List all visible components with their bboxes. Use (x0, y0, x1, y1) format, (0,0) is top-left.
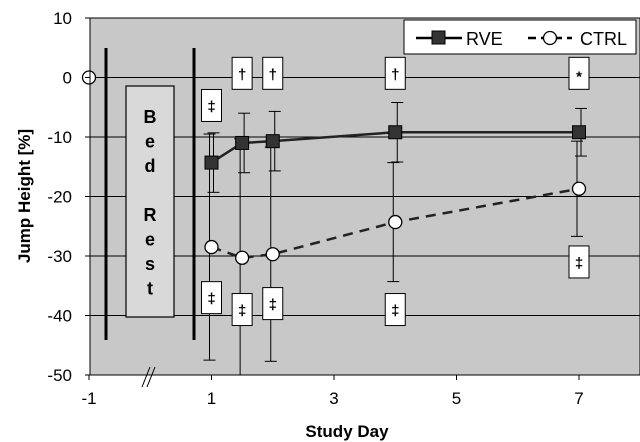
annotation-symbol: ‡ (207, 98, 215, 115)
annotation-symbol: ‡ (238, 303, 246, 320)
y-tick-label: 10 (53, 9, 72, 28)
bed-rest-letter: e (145, 230, 155, 250)
series-line-ctrl (211, 187, 580, 260)
annotation-symbol: † (391, 66, 399, 83)
marker-rve (572, 125, 586, 140)
annotation-symbol: ‡ (207, 291, 215, 308)
annotation-box (568, 245, 590, 279)
x-tick-label: 5 (452, 389, 461, 408)
y-tick-label: -10 (47, 128, 72, 147)
legend-label-ctrl: CTRL (580, 29, 627, 49)
annotation-box (568, 56, 590, 90)
marker-ctrl (265, 247, 280, 262)
annotation-box (201, 281, 222, 315)
marker-ctrl (388, 214, 403, 230)
legend-marker-rve (431, 30, 446, 45)
marker-ctrl (204, 239, 219, 255)
x-tick-label: -1 (81, 389, 96, 408)
legend-marker-ctrl (542, 30, 558, 46)
annotation-box (262, 56, 284, 90)
y-axis-title: Jump Height [%] (15, 129, 34, 263)
annotation-box (262, 287, 284, 321)
annotation-box (231, 293, 253, 327)
y-tick-label: 0 (63, 69, 72, 88)
marker-rve (388, 125, 403, 140)
marker-rve (235, 135, 250, 150)
bed-rest-letter: s (145, 254, 155, 274)
annotation-box (384, 293, 406, 327)
bed-rest-letter: t (147, 279, 153, 299)
y-tick-label: -30 (47, 247, 72, 266)
annotation-box (201, 88, 222, 122)
significance-annotations: ‡ † † † * ‡ ‡ ‡ ‡ ‡ (201, 56, 590, 327)
annotation-symbol: ‡ (391, 303, 399, 320)
y-tick-label: -50 (47, 366, 72, 385)
tick-labels: 10 0 -10 -20 -30 -40 -50 -1 1 3 5 7 (47, 9, 583, 408)
axis-break-mark (141, 366, 151, 388)
marker-rve (265, 134, 280, 149)
x-tick-label: 1 (207, 389, 216, 408)
marker-ctrl (571, 181, 587, 196)
marker-rve (204, 155, 219, 170)
annotation-symbol: † (269, 66, 277, 83)
axes (85, 17, 640, 388)
annotation-box (384, 56, 406, 90)
annotation-symbol: ‡ (269, 297, 277, 314)
y-tick-label: -20 (47, 188, 72, 207)
y-tick-label: -40 (47, 307, 72, 326)
legend-label-rve: RVE (466, 29, 503, 49)
bed-rest-rect (125, 85, 175, 318)
marker-ctrl (234, 250, 250, 265)
annotation-symbol: ‡ (575, 255, 583, 272)
series-markers (81, 70, 587, 265)
axis-break-mark (146, 366, 156, 388)
bed-rest-letter: R (144, 205, 157, 225)
x-tick-label: 3 (329, 389, 338, 408)
bed-rest-barriers (104, 48, 196, 340)
gridlines (90, 77, 640, 316)
bed-rest-letter: d (145, 156, 156, 176)
bed-rest-letter: e (145, 132, 155, 152)
x-axis-title: Study Day (305, 422, 389, 441)
legend: RVE CTRL (403, 19, 637, 55)
bed-rest-letter: B (144, 107, 157, 127)
annotation-symbol: * (576, 68, 582, 85)
annotation-box (231, 56, 253, 90)
x-tick-label: 7 (574, 389, 583, 408)
annotation-symbol: † (238, 66, 246, 83)
